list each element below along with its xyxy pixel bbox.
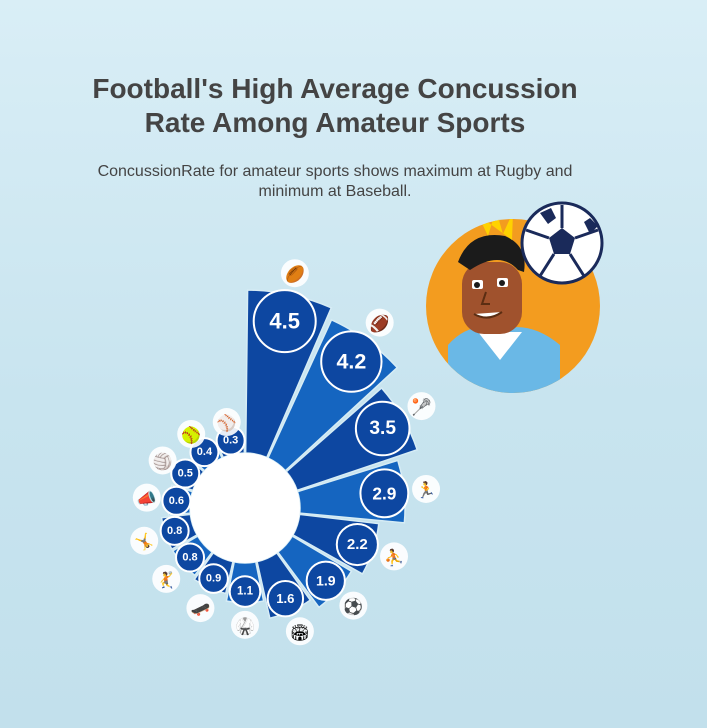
volleyball-net-icon-glyph: 🏐 — [153, 452, 173, 471]
softball-icon — [177, 419, 206, 448]
value-bubble — [359, 468, 410, 519]
gymnast-icon — [130, 526, 159, 555]
gymnast-icon-glyph: 🤸 — [134, 532, 154, 551]
value-label: 3.5 — [369, 418, 396, 439]
value-label: 1.1 — [237, 586, 254, 598]
page-subtitle: ConcussionRate for amateur sports shows … — [97, 163, 573, 200]
value-label: 0.3 — [223, 435, 238, 447]
field-icon — [285, 617, 314, 646]
runner-icon-glyph: 🏃 — [416, 480, 436, 499]
baseball-player-icon — [212, 408, 241, 437]
soccer-ball-icon-glyph: ⚽ — [342, 597, 363, 616]
value-label: 2.2 — [347, 536, 368, 553]
value-label: 2.9 — [372, 483, 396, 503]
rugby-player-icon — [280, 259, 309, 288]
runner-icon — [412, 474, 441, 503]
baseball-player-icon-glyph: ⚾ — [216, 414, 237, 433]
value-bubble — [198, 563, 229, 594]
soccer-ball-icon — [339, 591, 368, 620]
cheerleader-icon — [132, 483, 161, 512]
value-label: 0.9 — [206, 573, 221, 585]
value-label: 0.6 — [169, 495, 184, 507]
value-bubble — [335, 522, 379, 567]
skateboarder-icon-glyph: 🛹 — [190, 600, 210, 619]
volleyball-net-icon — [148, 446, 177, 475]
basketball-player-icon — [380, 542, 409, 571]
handball-player-icon-glyph: 🤾 — [156, 570, 176, 589]
handball-player-icon — [152, 564, 181, 593]
value-label: 4.2 — [336, 350, 366, 374]
cheerleader-icon-glyph: 📣 — [137, 489, 157, 508]
martial-arts-icon-glyph: 🥋 — [235, 616, 255, 635]
value-label: 0.4 — [197, 446, 213, 458]
value-bubble — [266, 580, 305, 618]
center-hub — [190, 453, 300, 563]
american-football-icon — [365, 308, 394, 337]
american-football-icon-glyph: 🏈 — [370, 314, 390, 333]
value-label: 0.5 — [178, 468, 193, 480]
value-label: 0.8 — [167, 525, 182, 537]
page-title: Football's High Average Concussion Rate … — [92, 73, 578, 138]
value-bubble — [354, 400, 411, 457]
value-bubble — [175, 542, 206, 573]
martial-arts-icon — [231, 610, 259, 639]
value-bubble — [159, 515, 190, 546]
value-label: 1.6 — [276, 591, 294, 606]
value-bubble — [228, 575, 262, 608]
value-bubble — [320, 330, 383, 393]
lacrosse-helmet-icon — [407, 392, 436, 421]
value-bubble — [305, 560, 346, 601]
value-label: 1.9 — [316, 573, 336, 589]
lacrosse-helmet-icon-glyph: 🥍 — [412, 397, 432, 417]
skateboarder-icon — [186, 594, 215, 623]
rugby-player-icon-glyph: 🏉 — [284, 264, 305, 284]
field-icon-glyph: 🏟 — [290, 623, 310, 642]
basketball-player-icon-glyph: ⛹ — [384, 548, 404, 567]
value-label: 0.8 — [182, 552, 197, 564]
value-label: 4.5 — [269, 309, 300, 334]
category-icons-layer: 🏉 🏈 🥍 🏃 ⛹ ⚽ 🏟 🥋 🛹 🤾🤸 📣 🏐 🥎 ⚾ — [130, 259, 441, 646]
value-bubble — [252, 289, 317, 354]
value-bubble — [170, 458, 201, 489]
football-player-illustration — [426, 201, 604, 393]
softball-icon-glyph: 🥎 — [180, 425, 201, 444]
value-bubble — [161, 485, 192, 516]
